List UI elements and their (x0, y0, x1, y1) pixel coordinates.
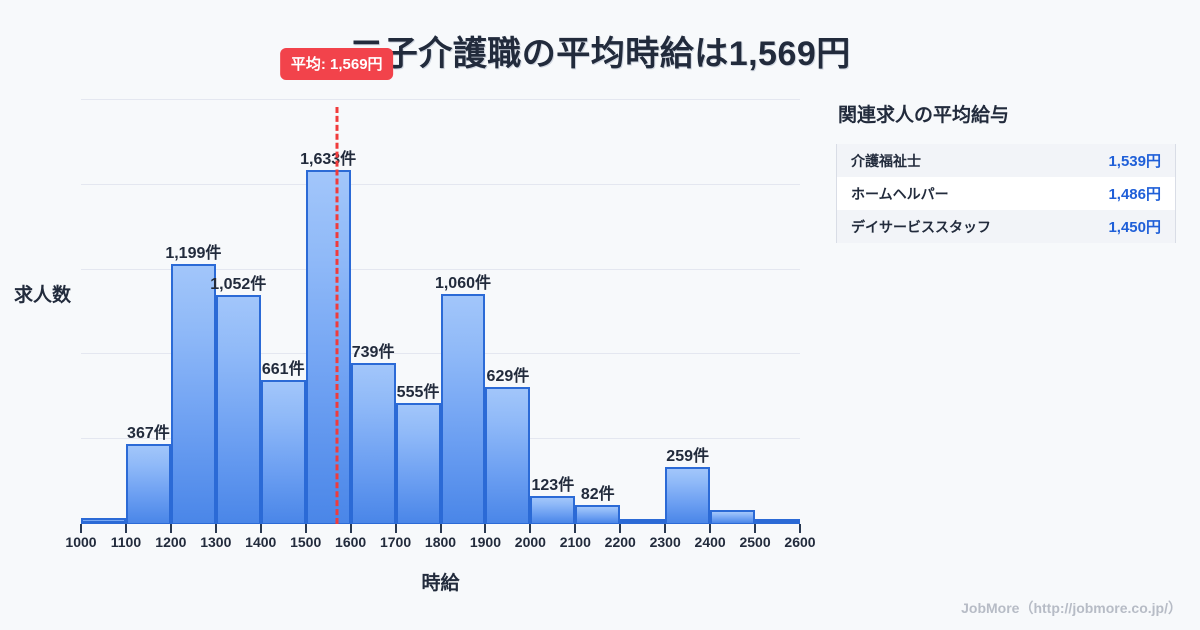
x-axis-tick-label: 1500 (290, 534, 322, 550)
bar[interactable]: 739件 (350, 344, 396, 523)
x-axis-tick (394, 524, 397, 533)
x-axis-tick-label: 1600 (335, 534, 367, 550)
x-axis-tick-label: 1200 (155, 534, 187, 550)
salary-row-name: デイサービススタッフ (851, 218, 991, 235)
related-salary-title: 関連求人の平均給与 (838, 105, 1010, 126)
page-title: 二子介護職の平均時給は1,569円 (349, 35, 851, 73)
bar-value-label: 123件 (531, 477, 575, 495)
bar[interactable]: 82件 (575, 486, 621, 523)
mean-value-line (335, 107, 339, 524)
salary-row[interactable]: ホームヘルパー 1,486円 (837, 177, 1175, 210)
x-axis-tick-labels: 1000 1100 1200 1300 1400 1500 1600 1700 1800 1900… (65, 534, 815, 556)
x-axis-tick-label: 1700 (379, 534, 412, 550)
bar[interactable]: 555件 (395, 384, 441, 523)
x-axis-tick-label: 1000 (65, 534, 97, 550)
salary-row-value: 1,539円 (1108, 153, 1161, 170)
salary-row-name: ホームヘルパー (851, 185, 949, 202)
gridline (81, 269, 800, 270)
bar[interactable] (755, 519, 800, 523)
bar-value-label: 555件 (396, 383, 440, 401)
x-axis-tick-label: 2600 (784, 534, 816, 550)
bar[interactable]: 629件 (485, 368, 531, 523)
bar-value-label: 1,052件 (210, 276, 267, 294)
x-axis-tick-label: 1800 (424, 534, 457, 550)
x-axis-tick (304, 524, 307, 533)
mean-value-badge: 平均: 1,569円 (279, 48, 394, 80)
bar[interactable]: 1,633件 (300, 151, 356, 523)
salary-row[interactable]: デイサービススタッフ 1,450円 (837, 210, 1175, 243)
bar[interactable]: 123件 (530, 477, 576, 523)
gridline (81, 99, 800, 100)
x-axis-title: 時給 (421, 573, 460, 594)
related-salary-panel: 関連求人の平均給与 介護福祉士 1,539円ホームヘルパー 1,486円デイサービス… (836, 100, 1176, 243)
x-axis-tick (439, 524, 442, 533)
bar-value-label: 367件 (127, 424, 170, 442)
bar[interactable]: 1,199件 (165, 245, 221, 523)
x-axis-tick-label: 1100 (110, 534, 142, 550)
x-axis-tick-label: 2200 (604, 534, 636, 550)
footer-attribution: JobMore（http://jobmore.co.jp/） (961, 600, 1182, 616)
x-axis-tick (169, 524, 172, 533)
x-axis-tick (754, 524, 757, 533)
bar[interactable] (710, 510, 756, 523)
x-axis-tick (619, 524, 622, 533)
x-axis-tick-label: 2100 (559, 534, 591, 550)
x-axis-tick (484, 524, 487, 533)
x-axis-tick (529, 524, 532, 533)
x-axis-tick-label: 1400 (245, 534, 277, 550)
x-axis-tick-label: 2400 (694, 534, 726, 550)
x-axis-tick (709, 524, 712, 533)
bar-value-label: 629件 (486, 367, 530, 385)
bar-value-label: 661件 (261, 361, 305, 379)
gridline (81, 184, 800, 185)
bar[interactable] (81, 518, 126, 523)
bar[interactable]: 367件 (125, 425, 171, 523)
bar-value-label: 82件 (580, 486, 615, 504)
x-axis-tick-label: 2500 (739, 534, 771, 550)
x-axis-tick (664, 524, 667, 533)
bar-value-label: 259件 (666, 447, 710, 465)
bar[interactable] (620, 518, 666, 523)
salary-row-value: 1,486円 (1108, 186, 1161, 203)
bar-value-label: 1,060件 (434, 274, 491, 292)
salary-row[interactable]: 介護福祉士 1,539円 (837, 144, 1175, 177)
bar-value-label: 1,633件 (300, 150, 357, 168)
x-axis-tick (349, 524, 352, 533)
salary-row-value: 1,450円 (1108, 219, 1161, 236)
histogram-chart: 367件 1,199件 1,052件 661件 1,633件 739件 555件 1,060件… (0, 48, 820, 608)
bar-value-label: 739件 (351, 344, 395, 362)
x-axis-tick-label: 2300 (649, 534, 681, 550)
bar-series: 367件 1,199件 1,052件 661件 1,633件 739件 555件 1,060件… (81, 99, 800, 523)
bar[interactable]: 259件 (665, 448, 711, 523)
x-axis-tick (80, 524, 82, 533)
x-axis-line (81, 522, 800, 524)
x-axis-tick (124, 524, 127, 533)
x-axis-tick-label: 1300 (200, 534, 232, 550)
bar[interactable]: 661件 (260, 361, 306, 523)
x-axis-tick (259, 524, 262, 533)
x-axis-tick (214, 524, 217, 533)
bar-value-label: 1,199件 (165, 244, 222, 262)
x-axis-tick-label: 1900 (469, 534, 502, 550)
x-axis-tick (574, 524, 577, 533)
x-axis-ticks (80, 524, 801, 533)
related-salary-table: 介護福祉士 1,539円ホームヘルパー 1,486円デイサービススタッフ 1,450円 (836, 144, 1176, 243)
y-axis-title: 求人数 (14, 285, 72, 306)
x-axis-tick-label: 2000 (514, 534, 546, 550)
x-axis-tick (799, 524, 801, 533)
bar[interactable]: 1,052件 (210, 276, 266, 523)
bar[interactable]: 1,060件 (435, 275, 491, 523)
salary-row-name: 介護福祉士 (851, 152, 921, 169)
